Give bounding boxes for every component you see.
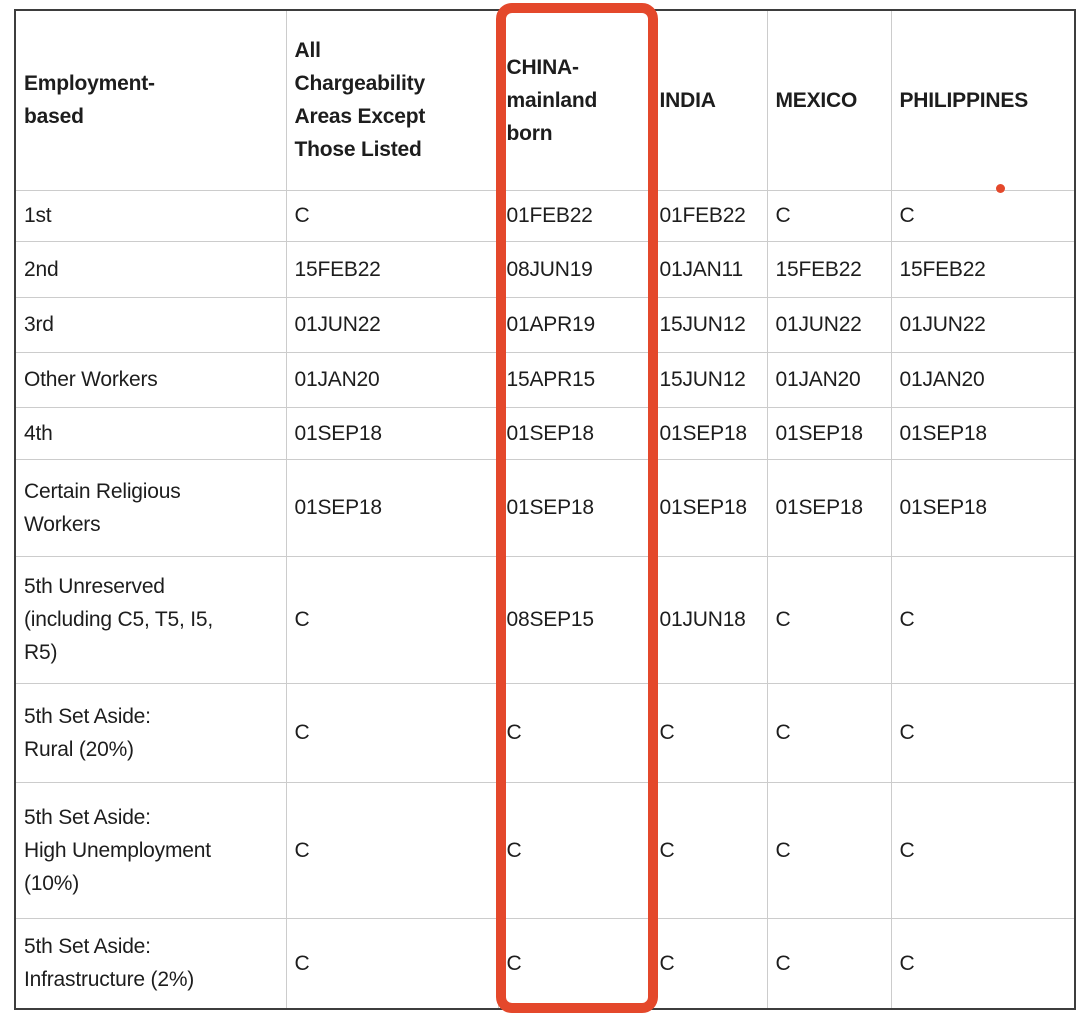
table-cell: C [766,682,892,783]
table-cell: 01JAN20 [890,351,1076,408]
table-cell: 01SEP18 [890,458,1076,557]
table-cell: 01FEB22 [650,189,768,242]
table-cell: C [285,682,499,783]
table-cell: C [890,189,1076,242]
table-cell: C [285,781,499,919]
table-row: 3rd 01JUN22 01APR19 15JUN12 01JUN22 01JU… [14,296,1076,353]
column-header-mexico: MEXICO [766,9,892,191]
row-label: 5th Set Aside: Infrastructure (2%) [14,917,287,1010]
table-cell: 01SEP18 [650,406,768,460]
table-cell: C [766,555,892,684]
table-cell: 01FEB22 [497,189,652,242]
table-cell: 01JUN22 [766,296,892,353]
table-cell: C [285,555,499,684]
table-cell: 01JAN20 [285,351,499,408]
table-cell: 01JUN22 [285,296,499,353]
table-cell: 08JUN19 [497,240,652,298]
table-cell: 08SEP15 [497,555,652,684]
table-cell: C [766,781,892,919]
table-cell: 15JUN12 [650,296,768,353]
row-label: Other Workers [14,351,287,408]
table-cell: C [650,917,768,1010]
table-cell: 01SEP18 [766,458,892,557]
table-cell: 01SEP18 [285,458,499,557]
table-row: Certain Religious Workers 01SEP18 01SEP1… [14,458,1076,557]
column-header-india: INDIA [650,9,768,191]
table-cell: C [285,189,499,242]
table-cell: C [497,781,652,919]
table-cell: C [650,682,768,783]
table-cell: 15FEB22 [285,240,499,298]
table-row: 5th Set Aside: Infrastructure (2%) C C C… [14,917,1076,1010]
header-row: Employment- based All Chargeability Area… [14,9,1076,191]
row-label: 3rd [14,296,287,353]
table-row: 5th Set Aside: Rural (20%) C C C C C [14,682,1076,783]
row-label: 4th [14,406,287,460]
table-cell: C [497,917,652,1010]
table-cell: 01SEP18 [650,458,768,557]
table-cell: 01SEP18 [285,406,499,460]
table-cell: 15JUN12 [650,351,768,408]
table-cell: 15FEB22 [766,240,892,298]
column-header-china: CHINA- mainland born [497,9,652,191]
column-header-employment-based: Employment- based [14,9,287,191]
table-cell: 01SEP18 [890,406,1076,460]
table-row: 5th Set Aside: High Unemployment (10%) C… [14,781,1076,919]
table-cell: C [890,555,1076,684]
table-cell: 01SEP18 [497,458,652,557]
employment-based-final-action-dates-table: Employment- based All Chargeability Area… [14,9,1076,1010]
table-cell: C [766,189,892,242]
row-label: 5th Set Aside: High Unemployment (10%) [14,781,287,919]
table-cell: 01JUN18 [650,555,768,684]
table-cell: C [890,781,1076,919]
row-label: 2nd [14,240,287,298]
table-cell: 01SEP18 [766,406,892,460]
table-row: 5th Unreserved (including C5, T5, I5, R5… [14,555,1076,684]
row-label: 1st [14,189,287,242]
table-row: 1st C 01FEB22 01FEB22 C C [14,189,1076,242]
table-cell: 01SEP18 [497,406,652,460]
column-header-all-chargeability: All Chargeability Areas Except Those Lis… [285,9,499,191]
table-cell: 01JAN11 [650,240,768,298]
table-cell: 15FEB22 [890,240,1076,298]
table-row: 4th 01SEP18 01SEP18 01SEP18 01SEP18 01SE… [14,406,1076,460]
row-label: 5th Set Aside: Rural (20%) [14,682,287,783]
table-row: Other Workers 01JAN20 15APR15 15JUN12 01… [14,351,1076,408]
column-header-philippines: PHILIPPINES [890,9,1076,191]
table-cell: C [766,917,892,1010]
table-cell: C [497,682,652,783]
table-cell: C [285,917,499,1010]
row-label: Certain Religious Workers [14,458,287,557]
table-cell: 01APR19 [497,296,652,353]
row-label: 5th Unreserved (including C5, T5, I5, R5… [14,555,287,684]
table-row: 2nd 15FEB22 08JUN19 01JAN11 15FEB22 15FE… [14,240,1076,298]
table-cell: 15APR15 [497,351,652,408]
table-cell: 01JAN20 [766,351,892,408]
table-cell: C [890,917,1076,1010]
table-cell: C [650,781,768,919]
table-cell: C [890,682,1076,783]
table-cell: 01JUN22 [890,296,1076,353]
annotation-dot [996,184,1005,193]
